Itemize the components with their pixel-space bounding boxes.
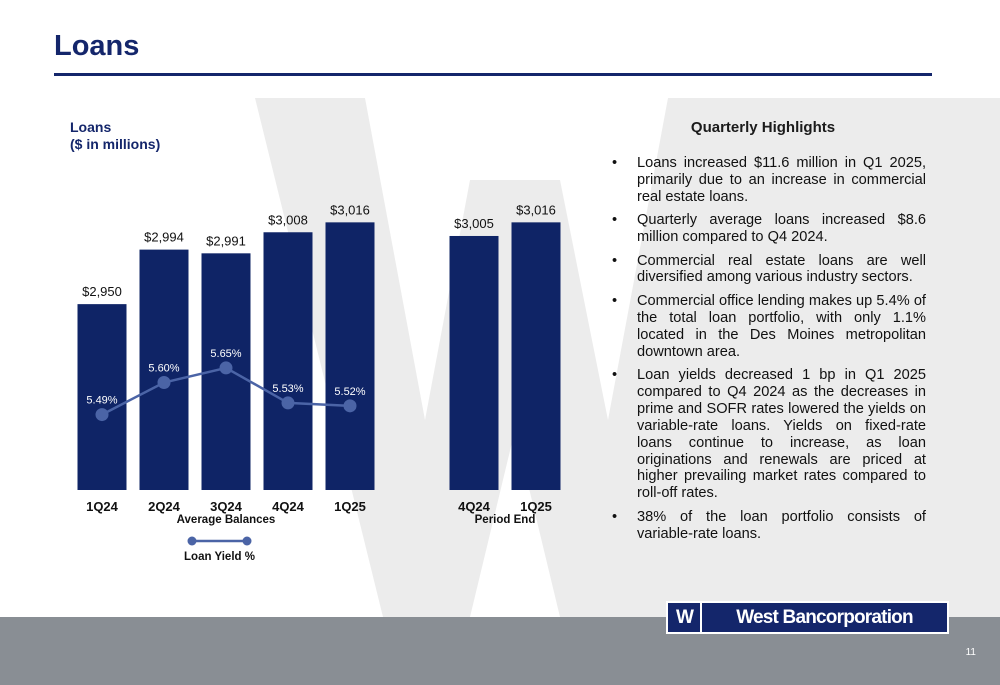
chart-title: Loans: [70, 119, 112, 135]
highlight-item: Quarterly average loans increased $8.6 m…: [612, 212, 926, 246]
x-tick-label: 4Q24: [272, 499, 305, 514]
highlight-item: 38% of the loan portfolio consists of va…: [612, 509, 926, 543]
chart-title-block: Loans ($ in millions): [70, 119, 160, 153]
loan-yield-point: [343, 399, 357, 413]
loan-yield-point: [157, 376, 171, 389]
legend-label: Loan Yield %: [184, 551, 255, 563]
bar-value-label: $3,005: [454, 216, 494, 231]
x-tick-label: 2Q24: [148, 499, 181, 514]
legend-point-sample: [242, 536, 252, 546]
bar: [77, 304, 127, 490]
loan-yield-label: 5.53%: [272, 383, 303, 395]
highlight-item: Loan yields decreased 1 bp in Q1 2025 co…: [612, 367, 926, 502]
legend-point-sample: [187, 536, 197, 546]
bar: [325, 222, 375, 490]
loan-yield-point: [281, 396, 295, 410]
company-logo: W West Bancorporation: [666, 601, 949, 634]
logo-mark: W: [668, 603, 702, 632]
logo-text: West Bancorporation: [736, 606, 913, 628]
x-tick-label: 1Q24: [86, 499, 119, 514]
bar-value-label: $2,994: [144, 230, 184, 245]
x-tick-label: 1Q25: [334, 499, 366, 514]
loan-yield-label: 5.52%: [334, 386, 365, 398]
x-tick-label: 1Q25: [520, 499, 552, 514]
highlights-heading: Quarterly Highlights: [690, 119, 836, 136]
chart-subtitle: ($ in millions): [70, 136, 161, 152]
bar: [511, 222, 561, 490]
bar-value-label: $3,008: [268, 212, 308, 227]
x-tick-label: 4Q24: [458, 499, 491, 514]
x-tick-label: 3Q24: [210, 499, 243, 514]
bar: [263, 232, 313, 490]
bar-value-label: $3,016: [330, 202, 370, 217]
title-divider: [54, 73, 932, 76]
highlight-item: Loans increased $11.6 million in Q1 2025…: [612, 155, 926, 206]
loan-yield-label: 5.49%: [86, 395, 117, 407]
highlight-item: Commercial real estate loans are well di…: [612, 253, 926, 287]
highlight-item: Commercial office lending makes up 5.4% …: [612, 293, 926, 361]
group-label: Period End: [475, 514, 536, 526]
loan-yield-label: 5.60%: [148, 363, 179, 375]
bar-value-label: $2,991: [206, 233, 246, 248]
bar-value-label: $2,950: [82, 284, 122, 299]
group-label: Average Balances: [177, 514, 276, 526]
loan-yield-label: 5.65%: [210, 348, 241, 360]
page-title: Loans: [54, 30, 140, 62]
page-number: 11: [965, 647, 976, 658]
loan-yield-point: [95, 408, 109, 422]
bar-value-label: $3,016: [516, 202, 556, 217]
highlights-list: Loans increased $11.6 million in Q1 2025…: [612, 155, 926, 549]
bar: [449, 235, 499, 490]
loan-yield-point: [219, 361, 233, 375]
bar: [139, 249, 189, 490]
